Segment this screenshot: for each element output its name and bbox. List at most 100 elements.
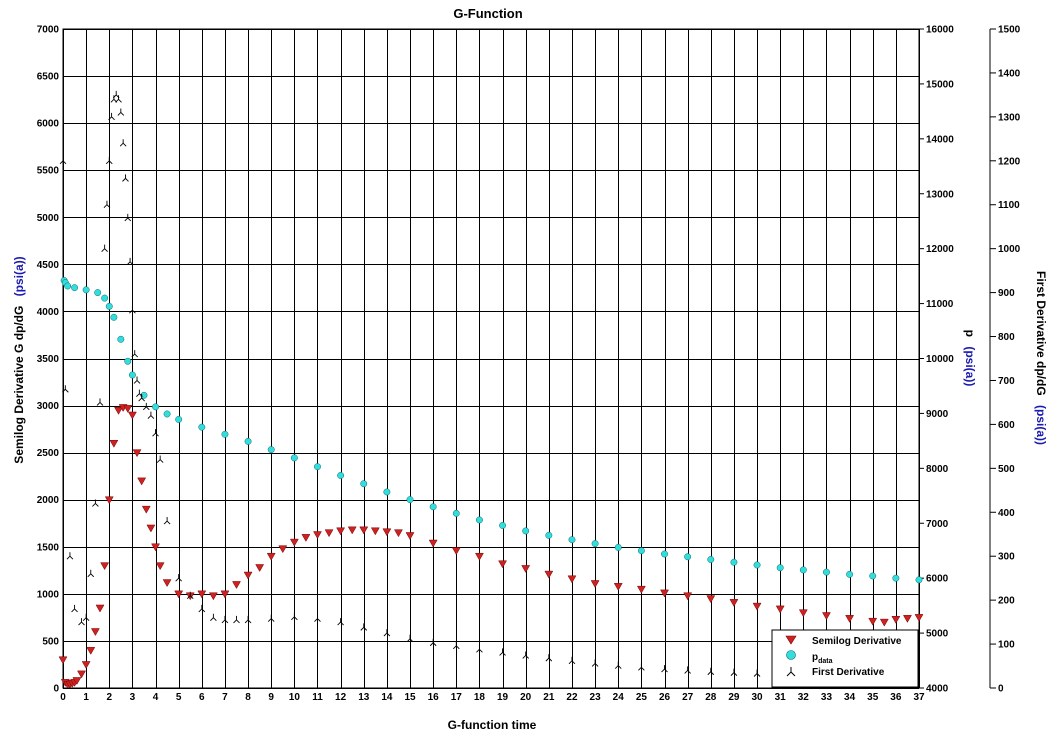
x-tick-label-4: 4: [153, 692, 159, 703]
series-0-point-17: [123, 405, 133, 413]
series-2-point-19: [124, 213, 132, 222]
series-1-point-23: [360, 480, 368, 488]
series-2: [59, 90, 784, 678]
series-1-point-3: [71, 284, 79, 292]
y-left-tick-label-12: 6000: [37, 119, 60, 130]
series-1-point-5: [94, 289, 102, 297]
x-tick-label-21: 21: [543, 692, 555, 703]
y-right2-tick-label-13: 1300: [998, 112, 1021, 123]
y-right1-tick-label-1: 5000: [926, 629, 949, 640]
y-right2-axis-label: First Derivative dp/dG (psi(a)): [1034, 271, 1048, 445]
series-0-point-22: [146, 524, 156, 533]
series-2-point-45: [429, 638, 437, 647]
series-2-point-48: [499, 648, 506, 656]
series-1-point-44: [846, 570, 854, 578]
series-1-point-39: [730, 558, 738, 566]
x-tick-label-14: 14: [381, 692, 393, 703]
series-0-point-25: [162, 579, 172, 588]
x-tick-label-15: 15: [404, 692, 416, 703]
legend-label-firstderiv: First Derivative: [812, 667, 885, 678]
series-2-point-12: [108, 112, 115, 121]
y-left-axis-ticks: 0 500 1000 1500 2000 2500 3000 3500 4000 4500 5000…: [37, 25, 60, 695]
legend-label-pdata: pdata: [812, 652, 833, 665]
series-1-point-27: [452, 509, 460, 517]
series-2-point-6: [87, 569, 95, 578]
y-right1-tick-label-9: 13000: [926, 189, 954, 200]
series-1-point-31: [545, 531, 553, 539]
series-0-point-29: [208, 592, 218, 601]
series-2-point-41: [337, 618, 344, 626]
y-left-tick-label-3: 1500: [37, 542, 60, 553]
series-0-point-35: [278, 545, 288, 554]
series-0-point-7: [77, 670, 86, 679]
series-0-point-40: [336, 527, 346, 536]
series-0-point-70: [914, 614, 924, 622]
series-0-point-14: [109, 439, 119, 448]
y-right2-axis-ticks: 0 100 200 300 400 500 600 700 800 900 1000 1100 1200…: [990, 25, 1021, 695]
series-0-point-28: [197, 590, 207, 599]
x-tick-label-23: 23: [590, 692, 602, 703]
y-right1-tick-label-8: 12000: [926, 244, 954, 255]
series-2-point-30: [163, 517, 171, 525]
series-0-point-32: [243, 571, 253, 580]
series-0-point-31: [232, 581, 241, 589]
legend-label-semilog: Semilog Derivative: [812, 636, 902, 647]
series-2-point-42: [360, 623, 368, 631]
series-0-point-66: [868, 617, 878, 626]
y-right1-axis-ticks: 4000 5000 6000 7000 8000 9000 10000 11000 12000 1…: [919, 25, 954, 695]
series-2-point-5: [82, 613, 90, 622]
series-2-point-32: [186, 591, 194, 600]
series-2-point-17: [119, 139, 127, 147]
y-right2-tick-label-8: 800: [998, 332, 1015, 343]
x-tick-label-20: 20: [520, 692, 532, 703]
y-right1-tick-label-4: 8000: [926, 464, 949, 475]
series-0-point-56: [636, 585, 646, 594]
series-2-point-27: [147, 411, 155, 419]
series-0-point-45: [394, 529, 403, 538]
series-2-point-37: [244, 615, 252, 624]
x-tick-label-26: 26: [659, 692, 671, 703]
y-right2-tick-label-9: 900: [998, 288, 1015, 299]
x-tick-label-28: 28: [705, 692, 717, 703]
series-0-point-36: [289, 538, 299, 547]
series-1-point-18: [244, 437, 252, 445]
series-1-point-34: [614, 543, 622, 551]
y-right1-tick-label-11: 15000: [926, 79, 954, 90]
series-2-point-15: [115, 95, 122, 103]
y-left-tick-label-5: 2500: [37, 448, 60, 459]
y-right2-tick-label-6: 600: [998, 420, 1015, 431]
series-0-point-64: [822, 612, 831, 621]
x-tick-label-32: 32: [798, 692, 810, 703]
x-tick-label-36: 36: [890, 692, 902, 703]
series-0-point-41: [347, 526, 357, 535]
series-2-point-9: [101, 244, 108, 252]
series-0-point-10: [90, 628, 100, 637]
x-tick-label-5: 5: [176, 692, 182, 703]
legend-label-pdata-main: p: [812, 652, 818, 663]
series-0-point-8: [81, 661, 91, 669]
series-1-point-22: [337, 472, 345, 479]
series-1-point-6: [101, 294, 109, 302]
y-right1-tick-label-2: 6000: [926, 574, 949, 585]
series-2-point-58: [730, 668, 738, 676]
x-tick-label-13: 13: [358, 692, 370, 703]
series-2-point-11: [105, 156, 113, 165]
chart-title: G-Function: [453, 6, 522, 21]
y-right2-label-unit: (psi(a)): [1034, 405, 1048, 445]
x-tick-label-30: 30: [751, 692, 763, 703]
series-0-point-44: [382, 528, 392, 537]
x-axis-label: G-function time: [448, 718, 537, 732]
y-left-axis-label: Semilog Derivative G dp/dG (psi(a)): [12, 256, 26, 463]
series-0-point-55: [613, 583, 623, 591]
series-0-point-34: [266, 552, 276, 561]
series-2-point-36: [233, 615, 240, 624]
series-2-point-33: [198, 604, 206, 613]
series-0-point-51: [521, 565, 531, 573]
series-1-point-42: [799, 566, 807, 574]
series-2-point-35: [221, 615, 229, 624]
series-2-point-26: [142, 402, 150, 411]
series-0-point-42: [359, 526, 369, 535]
series-1-point-40: [753, 561, 761, 569]
series-1-point-7: [105, 302, 113, 310]
